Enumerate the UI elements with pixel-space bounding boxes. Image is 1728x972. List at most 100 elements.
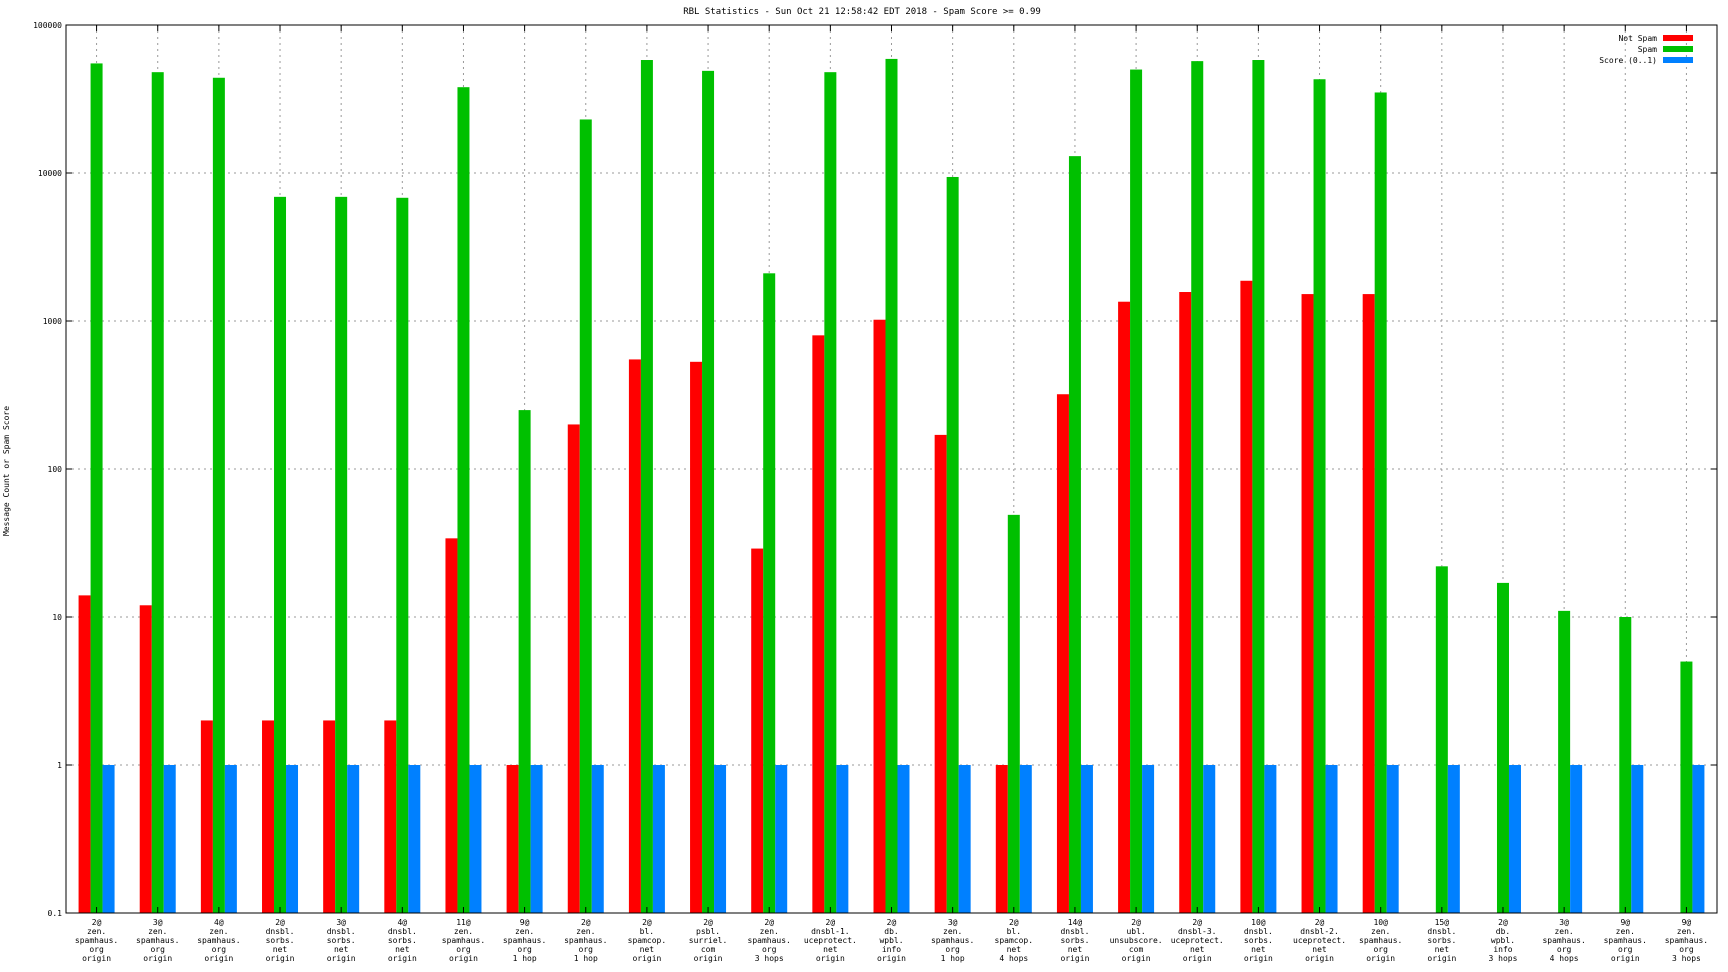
x-category-label: 2@ dnsbl-2. uceprotect. net origin (1293, 918, 1346, 963)
y-tick-label: 1 (57, 761, 62, 770)
bar-spam (1680, 661, 1693, 913)
bar-spam (1496, 582, 1509, 913)
bar-not-spam (567, 424, 580, 913)
bar-not-spam (1240, 280, 1253, 913)
legend-swatch (1663, 57, 1693, 63)
bar-not-spam (506, 765, 519, 913)
bar-spam (1558, 610, 1571, 913)
legend-label: Spam (1638, 45, 1657, 54)
bar-not-spam (445, 538, 458, 913)
x-category-label: 2@ zen. spamhaus. org 3 hops (748, 918, 791, 963)
x-category-label: 2@ dnsbl-1. uceprotect. net origin (804, 918, 857, 963)
bar-score-0-1 (1019, 765, 1032, 913)
bar-score-0-1 (469, 765, 482, 913)
legend-swatch (1663, 46, 1693, 52)
y-tick-label: 100 (48, 465, 63, 474)
y-tick-label: 0.1 (48, 909, 63, 918)
bar-score-0-1 (897, 765, 910, 913)
bar-spam (763, 273, 776, 914)
x-category-label: 9@ zen. spamhaus. org origin (1604, 918, 1647, 963)
x-category-label: 2@ db. wpbl. info origin (877, 918, 906, 963)
legend-label: Score (0..1) (1599, 56, 1657, 65)
bar-not-spam (934, 434, 947, 913)
bar-score-0-1 (1692, 765, 1705, 913)
bar-not-spam (873, 319, 886, 913)
bar-spam (90, 63, 103, 913)
bar-score-0-1 (775, 765, 788, 913)
bar-spam (274, 196, 287, 913)
bar-not-spam (384, 720, 397, 913)
bar-spam (1007, 514, 1020, 913)
bar-spam (885, 58, 898, 914)
bar-spam (1252, 60, 1265, 914)
bar-not-spam (200, 720, 213, 913)
x-category-label: 2@ bl. spamcop. net origin (628, 918, 667, 963)
bar-score-0-1 (102, 765, 115, 913)
x-category-label: 3@ zen. spamhaus. org origin (136, 918, 179, 963)
bar-score-0-1 (1386, 765, 1399, 913)
y-tick-label: 10000 (38, 169, 62, 178)
bar-not-spam (690, 361, 703, 914)
x-category-label: 14@ dnsbl. sorbs. net origin (1060, 918, 1089, 963)
bar-score-0-1 (1570, 765, 1583, 913)
bar-score-0-1 (958, 765, 971, 913)
x-category-label: 9@ zen. spamhaus. org 1 hop (503, 918, 546, 963)
x-category-label: 10@ zen. spamhaus. org origin (1359, 918, 1402, 963)
bar-not-spam (139, 605, 152, 913)
bar-not-spam (995, 765, 1008, 913)
bars (78, 58, 1705, 914)
bar-score-0-1 (408, 765, 421, 913)
bar-score-0-1 (1508, 765, 1521, 913)
x-category-label: 3@ zen. spamhaus. org 1 hop (931, 918, 974, 963)
bar-score-0-1 (224, 765, 237, 913)
x-category-label: 2@ ubl. unsubscore. com origin (1110, 918, 1163, 963)
x-category-label: 2@ psbl. surriel. com origin (689, 918, 728, 963)
x-category-label: 2@ zen. spamhaus. org origin (75, 918, 118, 963)
bar-score-0-1 (1264, 765, 1277, 913)
bar-spam (1374, 92, 1387, 914)
bar-score-0-1 (530, 765, 543, 913)
bar-spam (640, 60, 653, 914)
bar-score-0-1 (1447, 765, 1460, 913)
x-category-labels: 2@ zen. spamhaus. org origin 3@ zen. spamhaus. o… (75, 918, 1708, 963)
x-category-label: 3@ zen. spamhaus. org 4 hops (1542, 918, 1585, 963)
x-category-label: 15@ dnsbl. sorbs. net origin (1427, 918, 1456, 963)
bar-not-spam (1056, 394, 1069, 913)
bar-spam (579, 119, 592, 913)
bar-not-spam (812, 335, 825, 914)
bar-spam (1130, 69, 1143, 914)
x-category-label: 4@ dnsbl. sorbs. net origin (388, 918, 417, 963)
bar-spam (212, 77, 225, 914)
legend: Not Spam Spam Score (0..1) (1599, 34, 1693, 65)
bar-score-0-1 (347, 765, 360, 913)
bar-spam (1313, 79, 1326, 914)
bar-spam (1435, 566, 1448, 913)
y-axis-label: Message Count or Spam Score (2, 406, 11, 536)
bar-not-spam (262, 720, 275, 913)
bar-score-0-1 (1631, 765, 1644, 913)
x-category-label: 2@ db. wpbl. info 3 hops (1489, 918, 1518, 963)
chart-title: RBL Statistics - Sun Oct 21 12:58:42 EDT… (683, 7, 1041, 17)
y-ticks: 0.1 1 10 100 1000 10000 100000 (33, 21, 1717, 918)
bar-not-spam (1362, 294, 1375, 913)
bar-spam (1619, 617, 1632, 913)
x-category-label: 10@ dnsbl. sorbs. net origin (1244, 918, 1273, 963)
bar-spam (151, 72, 164, 914)
bar-not-spam (78, 595, 91, 913)
bar-spam (702, 70, 715, 914)
bar-not-spam (1118, 301, 1131, 914)
bar-spam (824, 72, 837, 914)
bar-not-spam (628, 359, 641, 913)
bar-score-0-1 (714, 765, 727, 913)
y-tick-label: 100000 (33, 21, 62, 30)
bar-spam (457, 87, 470, 914)
x-category-label: 9@ zen. spamhaus. org 3 hops (1665, 918, 1708, 963)
bar-score-0-1 (286, 765, 299, 913)
x-category-label: 3@ dnsbl. sorbs. net origin (327, 918, 356, 963)
x-category-label: 2@ zen. spamhaus. org 1 hop (564, 918, 607, 963)
bar-score-0-1 (1203, 765, 1216, 913)
x-category-label: 2@ bl. spamcop. net 4 hops (995, 918, 1034, 963)
x-category-label: 2@ dnsbl-3. uceprotect. net origin (1171, 918, 1224, 963)
